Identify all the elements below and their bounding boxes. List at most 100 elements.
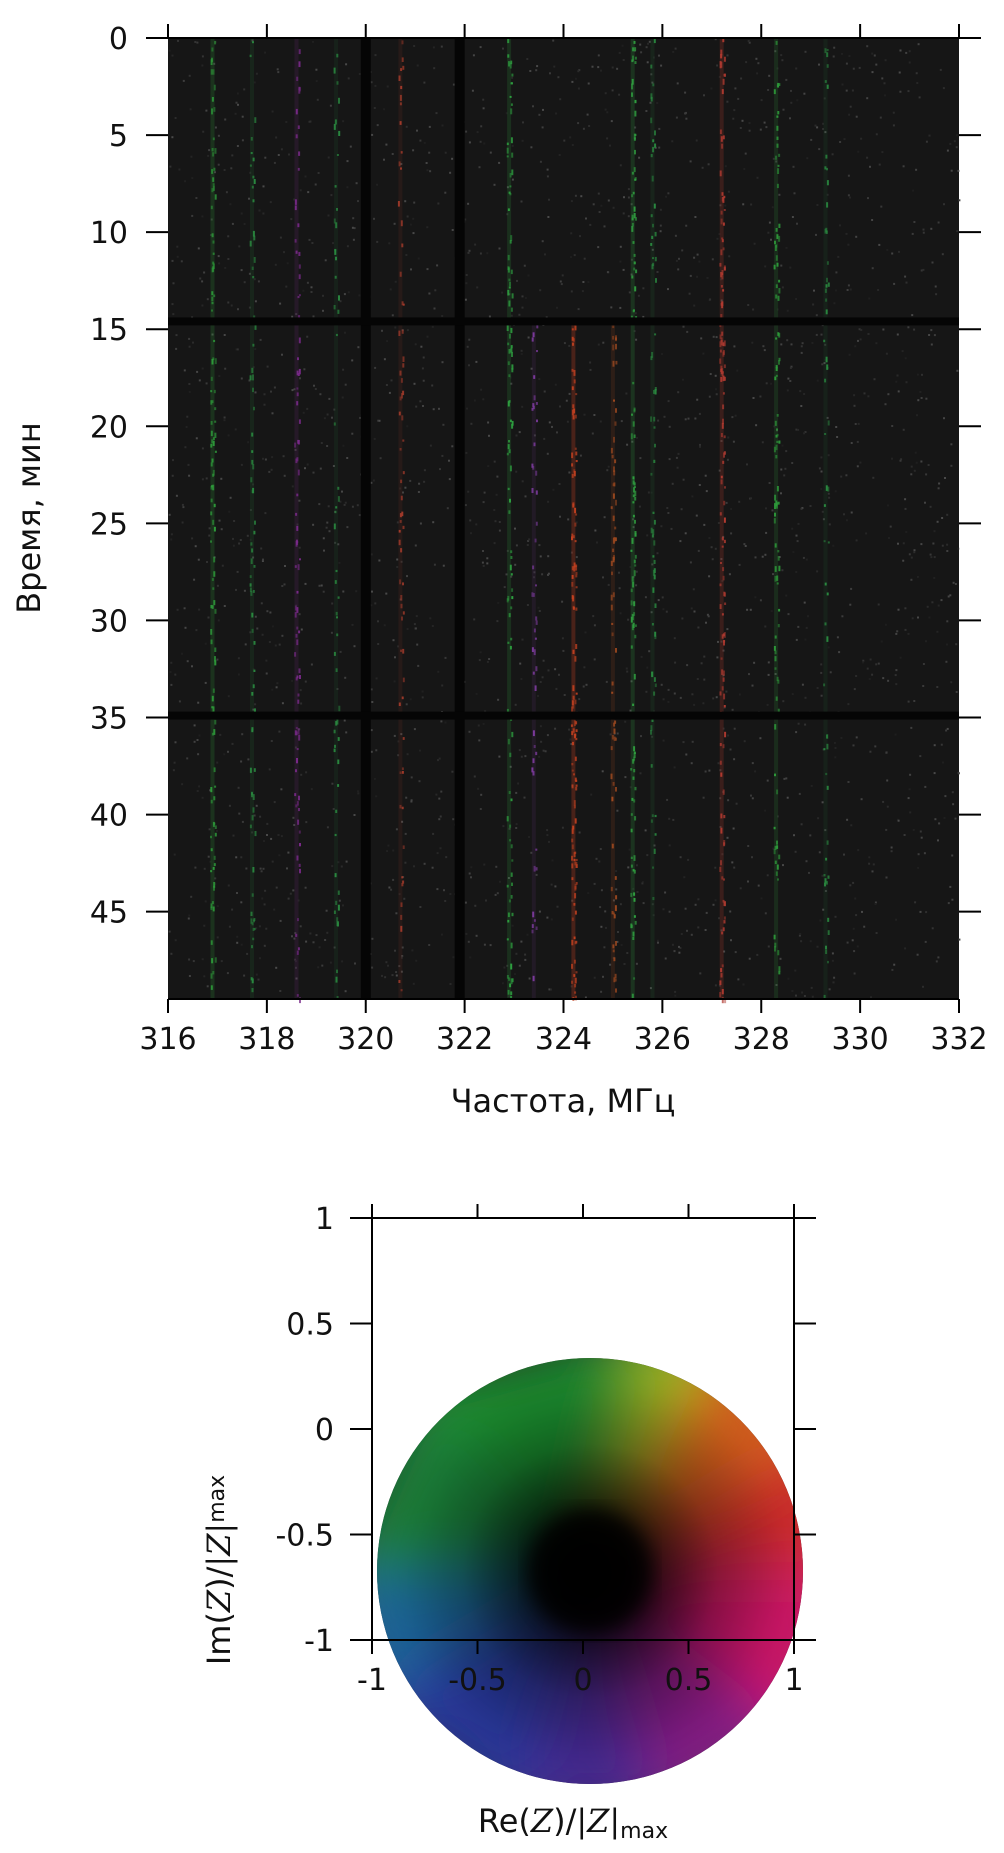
emission-line-speck <box>774 512 776 517</box>
noise-speck <box>315 68 318 71</box>
noise-speck <box>672 818 675 821</box>
emission-line-speck <box>334 119 337 125</box>
noise-speck <box>201 215 204 218</box>
noise-speck <box>306 463 309 466</box>
noise-speck <box>923 852 926 855</box>
noise-speck <box>326 445 329 447</box>
noise-speck <box>509 765 512 768</box>
noise-speck <box>255 927 258 930</box>
emission-line-glow <box>507 38 512 999</box>
noise-speck <box>352 238 355 241</box>
noise-speck <box>748 129 751 132</box>
emission-line-speck <box>775 228 778 232</box>
noise-speck <box>176 608 179 611</box>
noise-speck <box>314 388 317 390</box>
noise-speck <box>779 957 782 960</box>
noise-speck <box>782 700 785 703</box>
noise-speck <box>584 631 587 634</box>
noise-speck <box>693 703 696 706</box>
noise-speck <box>181 783 184 786</box>
emission-line-speck <box>653 848 656 854</box>
emission-line-speck <box>719 980 722 985</box>
emission-line-speck <box>615 499 617 506</box>
emission-line-speck <box>630 856 633 859</box>
noise-speck <box>896 374 899 377</box>
emission-line-speck <box>571 533 574 538</box>
noise-speck <box>421 690 424 693</box>
emission-line-speck <box>508 286 511 289</box>
noise-speck <box>393 680 396 683</box>
emission-line-speck <box>510 327 513 334</box>
emission-line-speck <box>211 309 213 312</box>
emission-line-speck <box>213 863 216 867</box>
noise-speck <box>916 414 918 417</box>
emission-line-speck <box>338 130 341 136</box>
noise-speck <box>263 840 265 843</box>
emission-line-speck <box>337 486 340 490</box>
noise-speck <box>739 887 742 890</box>
noise-speck <box>902 165 905 168</box>
noise-speck <box>809 505 812 507</box>
noise-speck <box>249 171 252 174</box>
noise-speck <box>616 67 619 70</box>
noise-speck <box>173 853 176 856</box>
time-gap-line <box>168 317 959 326</box>
noise-speck <box>865 532 868 535</box>
emission-line-speck <box>652 139 655 143</box>
emission-line-speck <box>336 969 338 974</box>
noise-speck <box>598 860 601 863</box>
noise-speck <box>652 421 655 424</box>
emission-line-speck <box>210 605 213 609</box>
emission-line-speck <box>572 825 575 830</box>
emission-line-speck <box>572 607 575 610</box>
noise-speck <box>605 926 607 929</box>
re-tick-label: 0 <box>573 1663 592 1698</box>
emission-line-speck <box>213 526 216 532</box>
emission-line-speck <box>826 261 829 265</box>
emission-line-speck <box>574 991 577 994</box>
noise-speck <box>281 702 284 705</box>
noise-speck <box>346 186 349 189</box>
noise-speck <box>270 468 273 471</box>
emission-line-speck <box>650 472 653 476</box>
noise-speck <box>482 722 485 725</box>
emission-line-speck <box>613 736 616 741</box>
noise-speck <box>899 656 902 659</box>
emission-line-speck <box>508 349 511 354</box>
emission-line-speck <box>296 675 299 679</box>
noise-speck <box>406 753 409 756</box>
noise-speck <box>258 209 261 212</box>
noise-speck <box>414 544 417 547</box>
emission-line-speck <box>634 497 637 501</box>
emission-line-speck <box>773 826 776 830</box>
noise-speck <box>728 255 731 258</box>
noise-speck <box>701 166 704 169</box>
noise-speck <box>438 407 440 410</box>
noise-speck <box>259 338 262 341</box>
noise-speck <box>937 221 940 224</box>
noise-speck <box>585 683 588 686</box>
emission-line-speck <box>507 595 510 601</box>
emission-line-speck <box>295 250 298 254</box>
noise-speck <box>467 490 470 493</box>
noise-speck <box>345 860 348 863</box>
noise-speck <box>570 551 573 554</box>
noise-speck <box>714 899 717 902</box>
noise-speck <box>656 552 659 555</box>
noise-speck <box>359 416 362 419</box>
noise-speck <box>520 678 523 680</box>
emission-line-speck <box>294 612 297 618</box>
noise-speck <box>899 49 902 52</box>
emission-line-speck <box>720 249 723 256</box>
emission-line-speck <box>573 370 576 376</box>
noise-speck <box>241 139 244 142</box>
noise-speck <box>785 78 788 81</box>
noise-speck <box>569 738 572 741</box>
noise-speck <box>465 282 468 285</box>
emission-line-speck <box>211 958 214 964</box>
noise-speck <box>370 688 373 691</box>
emission-line-speck <box>778 288 781 294</box>
emission-line-speck <box>508 899 511 903</box>
emission-line-speck <box>651 534 654 538</box>
